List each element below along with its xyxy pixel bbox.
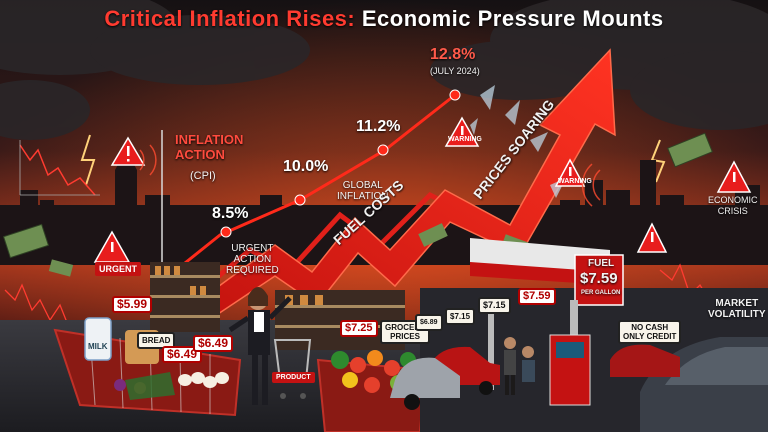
point-11 [377, 144, 389, 156]
warning-badge-2: WARNING [558, 178, 592, 185]
price-tag-649b: $6.49 [193, 335, 234, 352]
milk-label: MILK [88, 342, 108, 351]
warning-badge-1: WARNING [448, 136, 482, 143]
fuel-sign-price: $7.59 [580, 270, 618, 287]
no-cash-sign: NO CASH ONLY CREDIT [618, 320, 682, 344]
price-tag-599: $5.99 [112, 296, 153, 313]
fuel-sign-title: FUEL [588, 258, 615, 269]
point-10 [294, 194, 306, 206]
warning-icon [110, 136, 146, 166]
title-white-part: Economic Pressure Mounts [361, 6, 664, 31]
value-8-label: 8.5% [212, 205, 249, 222]
stock-chart-left [19, 144, 96, 196]
value-10-label: 10.0% [283, 158, 329, 175]
point-8 [220, 226, 232, 238]
price-tag-715b: $7.15 [478, 297, 511, 314]
market-volatility-label: MARKET VOLATILITY [708, 298, 766, 320]
peak-value-label: 12.8% [430, 46, 476, 63]
global-inflation-label: GLOBAL INFLATION [337, 180, 389, 202]
price-tag-689: $6.89 [415, 314, 443, 331]
car-silver-left [390, 357, 460, 410]
shopper-woman [228, 287, 292, 405]
price-tag-649a: $6.49 [162, 346, 203, 363]
lightning-icon [80, 134, 96, 186]
bread-tag: BREAD [137, 332, 176, 349]
product-tag: PRODUCT [272, 372, 315, 383]
price-tag-759: $7.59 [518, 288, 556, 305]
title-red-part: Critical Inflation Rises: [104, 6, 356, 31]
urgent-action-label: URGENT ACTION REQUIRED [226, 243, 279, 276]
urgent-badge: URGENT [95, 262, 141, 276]
price-tag-725: $7.25 [340, 320, 378, 337]
people [504, 337, 535, 395]
peak-date-label: (JULY 2024) [430, 66, 480, 76]
value-11-label: 11.2% [356, 118, 401, 135]
shopping-cart-left [53, 317, 242, 417]
economic-crisis-label: ECONOMIC CRISIS [708, 195, 758, 216]
fuel-sign-unit: PER GALLON [581, 290, 621, 296]
price-tag-715a: $7.15 [445, 308, 476, 325]
storm-clouds [0, 0, 768, 140]
inflation-action-label: INFLATION ACTION [175, 132, 244, 162]
car-red-right [610, 344, 680, 377]
point-12 [449, 89, 461, 101]
page-title: Critical Inflation Rises: Economic Press… [0, 6, 768, 32]
cpi-label: (CPI) [190, 170, 216, 182]
